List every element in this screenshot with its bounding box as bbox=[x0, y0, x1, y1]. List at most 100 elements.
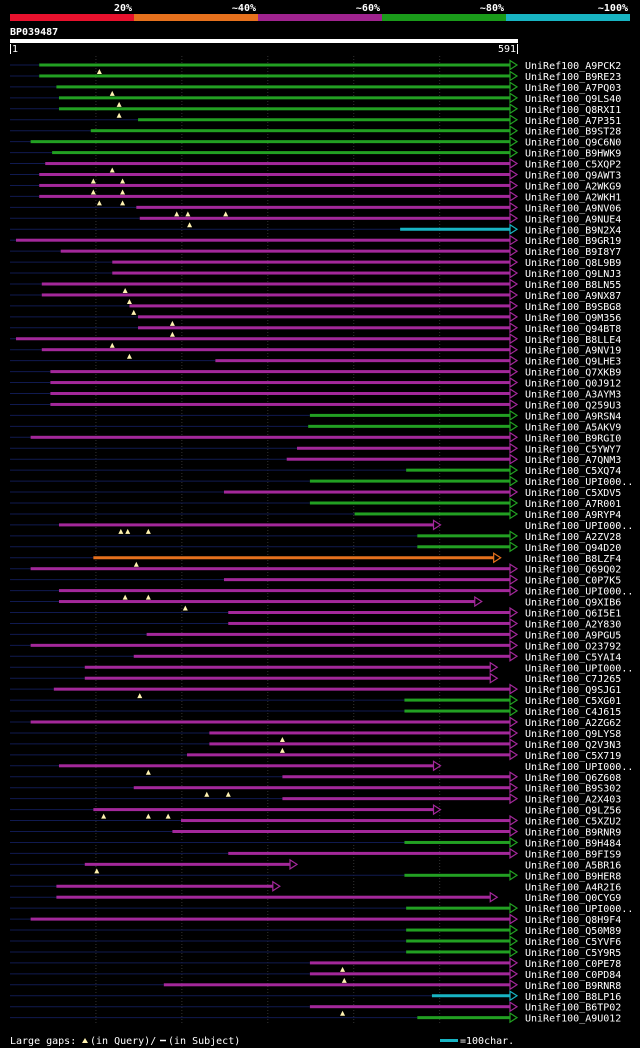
hit-row[interactable]: UniRef100_A2WKG9 bbox=[10, 179, 621, 195]
hit-label[interactable]: UniRef100_C5Y9R5 bbox=[525, 948, 621, 959]
hit-row[interactable]: UniRef100_B9FIS9 bbox=[10, 847, 621, 861]
hit-row[interactable]: UniRef100_B8LZF4 bbox=[10, 552, 621, 567]
hit-row[interactable]: UniRef100_B9RNR8 bbox=[10, 979, 621, 992]
hit-label[interactable]: UniRef100_B9FIS9 bbox=[525, 849, 621, 860]
hit-row[interactable]: UniRef100_A9NUE4 bbox=[10, 212, 621, 228]
hit-label[interactable]: UniRef100_B9GR19 bbox=[525, 236, 621, 247]
hit-row[interactable]: UniRef100_B8LN55 bbox=[10, 278, 621, 294]
hit-label[interactable]: UniRef100_A9NX87 bbox=[525, 291, 621, 302]
hit-row[interactable]: UniRef100_Q9C6N0 bbox=[10, 136, 621, 149]
hit-row[interactable]: UniRef100_C7J265 bbox=[10, 672, 621, 686]
hit-row[interactable]: UniRef100_Q6Z608 bbox=[10, 771, 621, 784]
hit-row[interactable]: UniRef100_Q9SJG1 bbox=[10, 683, 621, 699]
hit-row[interactable]: UniRef100_C5Y9R5 bbox=[10, 946, 621, 959]
hit-row[interactable]: UniRef100_UPI000.. bbox=[10, 902, 633, 916]
hit-label[interactable]: UniRef100_B6TP02 bbox=[525, 1003, 621, 1014]
hit-row[interactable]: UniRef100_B8LP16 bbox=[10, 990, 621, 1003]
hit-label[interactable]: UniRef100_Q8L9B9 bbox=[525, 258, 621, 269]
hit-label[interactable]: UniRef100_UPI000.. bbox=[525, 477, 633, 488]
hit-label[interactable]: UniRef100_Q9M356 bbox=[525, 313, 621, 324]
hit-label[interactable]: UniRef100_C5XQP2 bbox=[525, 160, 621, 171]
hit-label[interactable]: UniRef100_B8LP16 bbox=[525, 992, 621, 1003]
hit-row[interactable]: UniRef100_B9HER8 bbox=[10, 869, 621, 883]
hit-row[interactable]: UniRef100_A9RSN4 bbox=[10, 409, 621, 423]
hit-row[interactable]: UniRef100_B9HWK9 bbox=[10, 147, 621, 160]
hit-label[interactable]: UniRef100_Q9SJG1 bbox=[525, 685, 621, 696]
hit-label[interactable]: UniRef100_B9RE23 bbox=[525, 72, 621, 83]
hit-label[interactable]: UniRef100_C5XZU2 bbox=[525, 817, 621, 828]
hit-label[interactable]: UniRef100_Q8H9F4 bbox=[525, 915, 621, 926]
hit-label[interactable]: UniRef100_A9RSN4 bbox=[525, 411, 621, 422]
hit-row[interactable]: UniRef100_UPI000.. bbox=[10, 585, 633, 600]
hit-row[interactable]: UniRef100_B8LLE4 bbox=[10, 333, 621, 348]
hit-label[interactable]: UniRef100_Q9XIB6 bbox=[525, 598, 621, 609]
hit-label[interactable]: UniRef100_A9RYP4 bbox=[525, 510, 621, 521]
hit-row[interactable]: UniRef100_Q9LZ56 bbox=[10, 804, 621, 819]
hit-row[interactable]: UniRef100_Q9LYS8 bbox=[10, 727, 621, 742]
hit-row[interactable]: UniRef100_Q69Q02 bbox=[10, 563, 621, 576]
hit-label[interactable]: UniRef100_Q94BT8 bbox=[525, 324, 621, 335]
hit-label[interactable]: UniRef100_B8LZF4 bbox=[525, 554, 621, 565]
hit-row[interactable]: UniRef100_C5XG01 bbox=[10, 694, 621, 708]
hit-label[interactable]: UniRef100_Q9LS40 bbox=[525, 94, 621, 105]
hit-row[interactable]: UniRef100_A9NX87 bbox=[10, 289, 621, 304]
hit-row[interactable]: UniRef100_B9RE23 bbox=[10, 70, 621, 83]
hit-row[interactable]: UniRef100_A7R001 bbox=[10, 497, 621, 511]
hit-row[interactable]: UniRef100_A7QNM3 bbox=[10, 453, 621, 467]
hit-label[interactable]: UniRef100_B9ST28 bbox=[525, 127, 621, 138]
hit-label[interactable]: UniRef100_B9RNR9 bbox=[525, 828, 621, 839]
hit-row[interactable]: UniRef100_B6TP02 bbox=[10, 1001, 621, 1016]
hit-label[interactable]: UniRef100_C5X719 bbox=[525, 751, 621, 762]
hit-row[interactable]: UniRef100_B9H484 bbox=[10, 836, 621, 850]
hit-label[interactable]: UniRef100_B9RGI0 bbox=[525, 433, 621, 444]
hit-label[interactable]: UniRef100_A4R2I6 bbox=[525, 882, 621, 893]
hit-label[interactable]: UniRef100_C7J265 bbox=[525, 674, 621, 685]
hit-label[interactable]: UniRef100_A2X403 bbox=[525, 795, 621, 806]
hit-row[interactable]: UniRef100_Q8RXI1 bbox=[10, 103, 621, 118]
hit-label[interactable]: UniRef100_Q2V3N3 bbox=[525, 740, 621, 751]
hit-label[interactable]: UniRef100_Q259U3 bbox=[525, 400, 621, 411]
hit-row[interactable]: UniRef100_A2ZV28 bbox=[10, 530, 621, 543]
hit-label[interactable]: UniRef100_B9N2X4 bbox=[525, 225, 621, 236]
hit-row[interactable]: UniRef100_A2X403 bbox=[10, 793, 621, 806]
hit-label[interactable]: UniRef100_A2ZG62 bbox=[525, 718, 621, 729]
hit-row[interactable]: UniRef100_A3AYM3 bbox=[10, 387, 621, 401]
hit-label[interactable]: UniRef100_C4J615 bbox=[525, 707, 621, 718]
hit-label[interactable]: UniRef100_A7R001 bbox=[525, 499, 621, 510]
hit-label[interactable]: UniRef100_Q94D20 bbox=[525, 543, 621, 554]
hit-row[interactable]: UniRef100_A2WKH1 bbox=[10, 190, 621, 206]
hit-label[interactable]: UniRef100_A2ZV28 bbox=[525, 532, 621, 543]
hit-label[interactable]: UniRef100_B9SBG8 bbox=[525, 302, 621, 313]
hit-label[interactable]: UniRef100_A7PQ03 bbox=[525, 83, 621, 94]
hit-row[interactable]: UniRef100_A4R2I6 bbox=[10, 880, 621, 894]
hit-row[interactable]: UniRef100_C5YVF6 bbox=[10, 935, 621, 949]
hit-label[interactable]: UniRef100_A7P351 bbox=[525, 116, 621, 127]
hit-label[interactable]: UniRef100_A2Y830 bbox=[525, 619, 621, 630]
hit-label[interactable]: UniRef100_Q9LHE3 bbox=[525, 357, 621, 368]
hit-row[interactable]: UniRef100_B9N2X4 bbox=[10, 223, 621, 237]
hit-label[interactable]: UniRef100_Q50M89 bbox=[525, 926, 621, 937]
hit-label[interactable]: UniRef100_C0P7K5 bbox=[525, 576, 621, 587]
hit-row[interactable]: UniRef100_A9U012 bbox=[10, 1012, 621, 1025]
hit-label[interactable]: UniRef100_A2WKH1 bbox=[525, 192, 621, 203]
hit-row[interactable]: UniRef100_C5XZU2 bbox=[10, 814, 621, 828]
hit-row[interactable]: UniRef100_A9NV19 bbox=[10, 344, 621, 359]
hit-label[interactable]: UniRef100_Q0J912 bbox=[525, 379, 621, 390]
hit-row[interactable]: UniRef100_UPI000.. bbox=[10, 519, 633, 534]
hit-label[interactable]: UniRef100_A9PGU5 bbox=[525, 630, 621, 641]
hit-label[interactable]: UniRef100_Q9LNJ3 bbox=[525, 269, 621, 280]
hit-row[interactable]: UniRef100_Q9LHE3 bbox=[10, 355, 621, 368]
hit-row[interactable]: UniRef100_Q9LS40 bbox=[10, 92, 621, 107]
hit-row[interactable]: UniRef100_Q9XIB6 bbox=[10, 595, 621, 611]
hit-row[interactable]: UniRef100_UPI000.. bbox=[10, 475, 633, 489]
hit-label[interactable]: UniRef100_Q9AWT3 bbox=[525, 171, 621, 182]
hit-row[interactable]: UniRef100_Q9M356 bbox=[10, 311, 621, 326]
hit-row[interactable]: UniRef100_Q94D20 bbox=[10, 541, 621, 554]
hit-label[interactable]: UniRef100_Q7XKB9 bbox=[525, 368, 621, 379]
hit-row[interactable]: UniRef100_C0PE78 bbox=[10, 957, 621, 972]
hit-label[interactable]: UniRef100_B8LLE4 bbox=[525, 335, 621, 346]
hit-row[interactable]: UniRef100_Q9LNJ3 bbox=[10, 267, 621, 281]
hit-row[interactable]: UniRef100_Q50M89 bbox=[10, 924, 621, 938]
hit-row[interactable]: UniRef100_Q2V3N3 bbox=[10, 738, 621, 753]
hit-label[interactable]: UniRef100_C5XDV5 bbox=[525, 488, 621, 499]
